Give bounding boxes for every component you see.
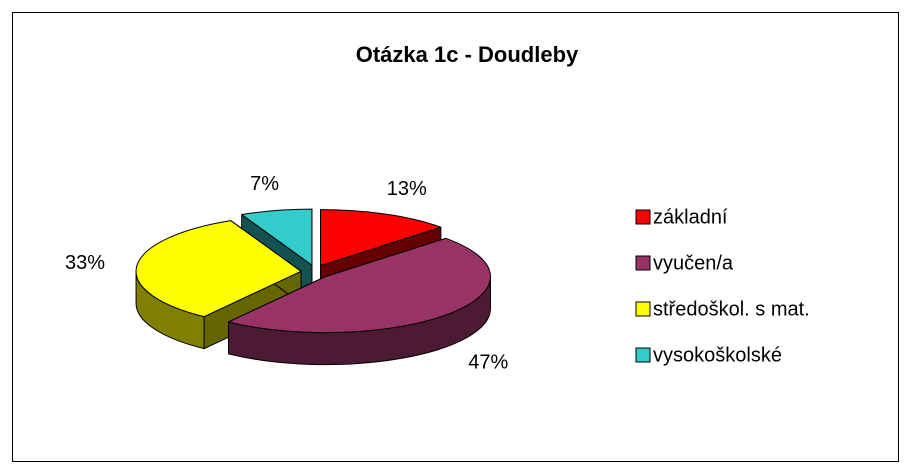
- legend-swatch: [635, 209, 651, 225]
- slice-top: [241, 208, 313, 266]
- legend-label: základní: [653, 206, 728, 228]
- legend-swatch: [635, 347, 651, 363]
- pie-slice: [228, 237, 492, 366]
- legend-label: vysokoškolské: [653, 344, 782, 366]
- legend-swatch: [635, 255, 651, 271]
- legend-label: středoškol. s mat.: [653, 298, 810, 320]
- slice-top: [135, 220, 302, 318]
- slice-top: [320, 209, 442, 267]
- legend-swatch: [635, 301, 651, 317]
- data-label: 47%: [468, 352, 508, 374]
- slice-top: [228, 237, 491, 334]
- chart-title: Otázka 1c - Doudleby: [356, 42, 579, 67]
- chart-frame: [12, 12, 899, 462]
- data-label: 13%: [387, 178, 427, 200]
- data-label: 33%: [65, 252, 105, 274]
- data-label: 7%: [250, 173, 279, 195]
- legend-label: vyučen/a: [653, 252, 734, 274]
